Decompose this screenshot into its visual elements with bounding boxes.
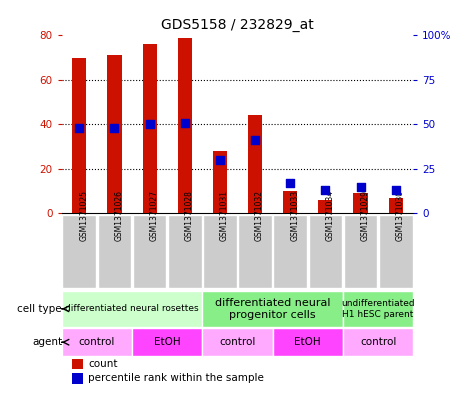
Text: GSM1371032: GSM1371032 (255, 190, 264, 241)
FancyBboxPatch shape (343, 290, 413, 327)
Bar (72, 358, 83, 369)
Text: differentiated neural rosettes: differentiated neural rosettes (65, 304, 199, 313)
Text: differentiated neural
progenitor cells: differentiated neural progenitor cells (215, 298, 331, 320)
Text: control: control (79, 337, 115, 347)
FancyBboxPatch shape (308, 215, 342, 288)
FancyBboxPatch shape (132, 329, 202, 356)
Text: GSM1371031: GSM1371031 (220, 190, 229, 241)
FancyBboxPatch shape (273, 215, 307, 288)
Text: percentile rank within the sample: percentile rank within the sample (88, 373, 264, 383)
Point (76, 125, 83, 131)
Bar (283, 191, 297, 213)
Text: GSM1371029: GSM1371029 (361, 190, 370, 241)
FancyBboxPatch shape (343, 215, 378, 288)
Point (392, 187, 399, 193)
Bar (353, 193, 368, 213)
FancyBboxPatch shape (238, 215, 272, 288)
FancyBboxPatch shape (62, 290, 202, 327)
FancyBboxPatch shape (168, 215, 202, 288)
Text: GSM1371030: GSM1371030 (396, 190, 405, 241)
Bar (107, 55, 122, 213)
Bar (72, 373, 83, 384)
Text: agent: agent (32, 337, 62, 347)
Bar (142, 44, 157, 213)
Point (251, 137, 259, 143)
Title: GDS5158 / 232829_at: GDS5158 / 232829_at (161, 18, 314, 31)
Text: GSM1371027: GSM1371027 (150, 190, 159, 241)
FancyBboxPatch shape (273, 329, 343, 356)
FancyBboxPatch shape (379, 215, 413, 288)
Text: EtOH: EtOH (154, 337, 180, 347)
Bar (178, 38, 192, 213)
Text: GSM1371025: GSM1371025 (79, 190, 88, 241)
Point (357, 184, 364, 190)
Point (146, 121, 153, 128)
Text: GSM1371033: GSM1371033 (290, 190, 299, 241)
Bar (389, 198, 403, 213)
Point (181, 119, 189, 126)
Bar (248, 116, 262, 213)
Point (322, 187, 329, 193)
Text: EtOH: EtOH (294, 337, 321, 347)
Text: control: control (360, 337, 396, 347)
Bar (72, 58, 86, 213)
Text: cell type: cell type (18, 304, 62, 314)
FancyBboxPatch shape (203, 215, 237, 288)
FancyBboxPatch shape (62, 329, 132, 356)
Bar (213, 151, 227, 213)
FancyBboxPatch shape (62, 215, 96, 288)
Text: GSM1371028: GSM1371028 (185, 190, 194, 241)
FancyBboxPatch shape (97, 215, 132, 288)
FancyBboxPatch shape (343, 329, 413, 356)
Point (216, 157, 224, 163)
Bar (318, 200, 332, 213)
Text: control: control (219, 337, 256, 347)
FancyBboxPatch shape (133, 215, 167, 288)
Text: GSM1371026: GSM1371026 (114, 190, 124, 241)
FancyBboxPatch shape (202, 290, 343, 327)
Text: GSM1371034: GSM1371034 (325, 190, 334, 241)
Point (286, 180, 294, 186)
Text: undifferentiated
H1 hESC parent: undifferentiated H1 hESC parent (341, 299, 415, 319)
FancyBboxPatch shape (202, 329, 273, 356)
Point (111, 125, 118, 131)
Text: count: count (88, 359, 118, 369)
